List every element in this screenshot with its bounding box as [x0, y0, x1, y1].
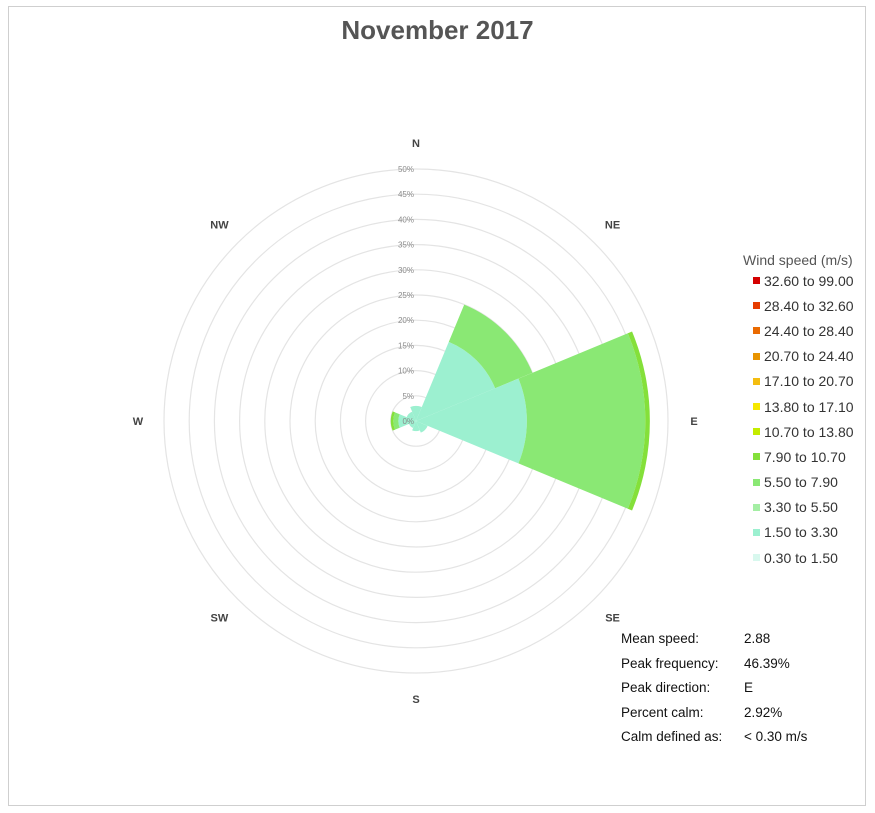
legend-label: 5.50 to 7.90 — [764, 474, 838, 491]
direction-labels: N NE E SE S SW W NW — [133, 138, 698, 706]
direction-label-s: S — [412, 694, 419, 706]
polar-grid — [163, 168, 669, 674]
sector-ne — [416, 341, 496, 421]
legend-swatch — [753, 528, 760, 536]
sector-w — [398, 414, 416, 428]
sector-sw — [409, 421, 416, 428]
stat-label: Peak direction: — [621, 680, 711, 695]
legend-swatch — [753, 403, 760, 411]
wind-sectors — [390, 304, 650, 511]
legend-label: 3.30 to 5.50 — [764, 499, 838, 516]
legend-swatch — [753, 302, 760, 310]
stat-label: Peak frequency: — [621, 655, 719, 671]
legend-swatch — [753, 478, 760, 486]
sector-w — [390, 411, 396, 431]
radial-tick-label: 5% — [402, 392, 414, 401]
sector-e — [518, 333, 646, 509]
chart-title: November 2017 — [341, 15, 534, 45]
legend-label: 24.40 to 28.40 — [764, 322, 854, 339]
stat-value: E — [744, 680, 754, 695]
radial-tick-label: 40% — [398, 215, 414, 224]
legend: Wind speed (m/s) 32.60 to 99.00 28.40 to … — [743, 252, 854, 570]
legend-label: 1.50 to 3.30 — [764, 524, 838, 541]
grid-ring — [163, 168, 669, 674]
legend-label: 10.70 to 13.80 — [764, 423, 854, 440]
stat-row: Calm defined as: < 0.30 m/s — [621, 729, 807, 754]
sector-e — [627, 331, 650, 511]
radial-tick-label: 10% — [398, 367, 414, 376]
stat-value: 46.39% — [744, 655, 790, 671]
legend-item: 17.10 to 20.70 — [743, 369, 854, 394]
legend-item: 0.30 to 1.50 — [743, 545, 854, 570]
legend-swatch — [753, 428, 760, 436]
stat-row: Percent calm: 2.92% — [621, 705, 807, 730]
stat-label: Percent calm: — [621, 704, 704, 720]
sector-se — [416, 421, 428, 433]
direction-label-n: N — [412, 138, 420, 150]
direction-label-nw: NW — [210, 219, 229, 231]
direction-label-ne: NE — [605, 219, 620, 231]
legend-item: 20.70 to 24.40 — [743, 344, 854, 369]
legend-label: 17.10 to 20.70 — [764, 373, 854, 390]
stat-row: Peak frequency: 46.39% — [621, 656, 807, 681]
stat-row: Peak direction: E — [621, 680, 807, 705]
direction-label-sw: SW — [211, 613, 229, 625]
radial-tick-label: 15% — [398, 341, 414, 350]
legend-swatch — [753, 277, 760, 285]
legend-swatch — [753, 554, 760, 562]
legend-title: Wind speed (m/s) — [743, 252, 853, 268]
stat-value: < 0.30 m/s — [744, 729, 808, 744]
legend-label: 32.60 to 99.00 — [764, 272, 854, 289]
stat-label: Calm defined as: — [621, 729, 723, 744]
legend-swatch — [753, 352, 760, 360]
legend-items: 32.60 to 99.00 28.40 to 32.60 24.40 to 28.… — [743, 268, 854, 570]
legend-item: 7.90 to 10.70 — [743, 444, 854, 469]
direction-label-w: W — [133, 416, 144, 428]
legend-item: 5.50 to 7.90 — [743, 470, 854, 495]
legend-swatch — [753, 377, 760, 385]
direction-label-se: SE — [605, 613, 620, 625]
legend-label: 7.90 to 10.70 — [764, 448, 846, 465]
legend-label: 0.30 to 1.50 — [764, 549, 838, 566]
legend-item: 13.80 to 17.10 — [743, 394, 854, 419]
legend-item: 24.40 to 28.40 — [743, 318, 854, 343]
sector-e — [416, 378, 527, 464]
radial-tick-label: 45% — [398, 190, 414, 199]
legend-label: 28.40 to 32.60 — [764, 297, 854, 314]
legend-item: 32.60 to 99.00 — [743, 268, 854, 293]
radial-tick-label: 25% — [398, 291, 414, 300]
radial-tick-label: 0% — [402, 417, 414, 426]
legend-label: 20.70 to 24.40 — [764, 348, 854, 365]
sector-ne — [448, 304, 533, 389]
legend-item: 28.40 to 32.60 — [743, 293, 854, 318]
radial-tick-labels: 0% 5% 10% 15% 20% 25% 30% 35% 40% 45% 50% — [398, 165, 414, 426]
stat-value: 2.92% — [744, 704, 783, 720]
legend-item: 3.30 to 5.50 — [743, 495, 854, 520]
radial-tick-label: 35% — [398, 241, 414, 250]
direction-label-e: E — [690, 416, 697, 428]
radial-tick-label: 30% — [398, 266, 414, 275]
legend-label: 13.80 to 17.10 — [764, 398, 854, 415]
radial-tick-label: 20% — [398, 316, 414, 325]
legend-swatch — [753, 453, 760, 461]
sector-n — [410, 405, 422, 421]
legend-item: 1.50 to 3.30 — [743, 520, 854, 545]
legend-item: 10.70 to 13.80 — [743, 419, 854, 444]
sector-nw — [406, 411, 416, 421]
stat-row: Mean speed: 2.88 — [621, 631, 807, 656]
stat-label: Mean speed: — [621, 631, 700, 646]
wind-statistics: Mean speed: 2.88 Peak frequency: 46.39% Peak… — [621, 631, 807, 754]
sector-w — [393, 412, 400, 430]
legend-swatch — [753, 327, 760, 335]
stat-value: 2.88 — [744, 631, 771, 646]
radial-tick-label: 50% — [398, 165, 414, 174]
sector-s — [412, 421, 420, 432]
legend-swatch — [753, 503, 760, 511]
